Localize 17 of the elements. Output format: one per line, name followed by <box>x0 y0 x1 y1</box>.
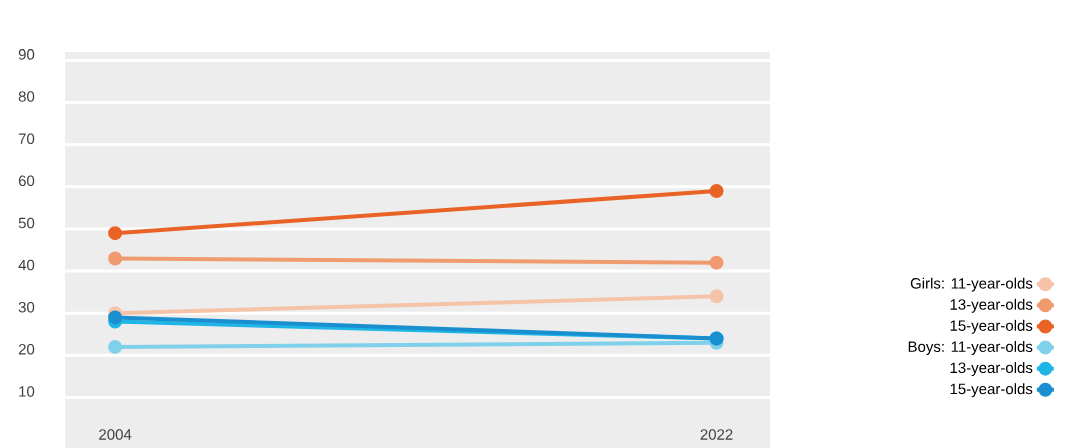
legend-label: Girls: 11-year-olds <box>910 277 1033 292</box>
x-tick-label: 2022 <box>700 429 733 440</box>
y-tick-label: 40 <box>18 259 35 271</box>
y-tick-label: 50 <box>18 217 35 229</box>
legend-label: 13-year-olds <box>950 298 1033 313</box>
legend-label: 15-year-olds <box>950 383 1033 398</box>
legend-label: 13-year-olds <box>950 362 1033 377</box>
legend-label: 15-year-olds <box>950 319 1033 334</box>
y-tick-label: 10 <box>19 386 35 397</box>
y-tick-label: 30 <box>18 301 35 313</box>
y-tick-label: 80 <box>18 91 35 102</box>
x-tick-label: 2004 <box>99 429 132 440</box>
legend-label: Boys: 11-year-olds <box>908 340 1033 355</box>
y-tick-label: 70 <box>18 133 35 144</box>
y-tick-label: 20 <box>18 344 35 355</box>
y-tick-label: 60 <box>18 175 35 187</box>
y-tick-label: 90 <box>18 49 35 60</box>
